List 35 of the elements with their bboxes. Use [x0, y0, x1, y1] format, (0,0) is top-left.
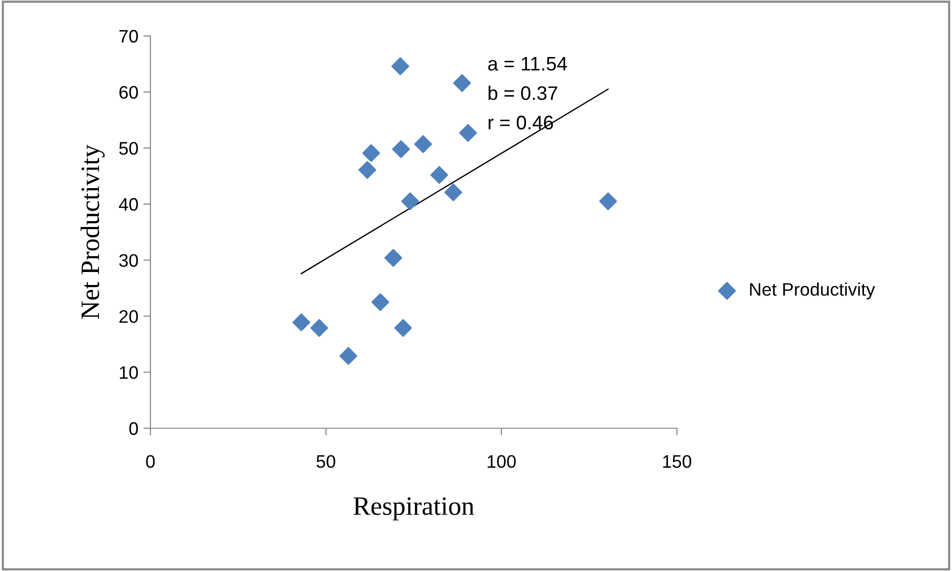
legend-label: Net Productivity — [750, 282, 876, 300]
y-tick-label: 30 — [119, 254, 138, 267]
point — [453, 74, 471, 92]
annotation: a = 11.54 — [488, 57, 567, 71]
point — [292, 313, 310, 332]
annotation: r = 0.46 — [488, 116, 553, 130]
x-tick-label: 50 — [316, 455, 336, 468]
point — [339, 347, 358, 365]
point — [444, 183, 462, 202]
point — [459, 124, 477, 142]
point — [391, 57, 410, 76]
y-tick-label: 70 — [119, 30, 138, 43]
point — [371, 293, 390, 312]
y-tick-label: 60 — [119, 86, 138, 99]
y-tick-label: 40 — [118, 198, 138, 211]
point — [392, 140, 410, 158]
y-tick-label: 20 — [119, 310, 138, 323]
y-tick-label: 50 — [119, 142, 138, 155]
y-tick-label: 0 — [129, 422, 138, 435]
point — [599, 192, 617, 210]
point — [414, 135, 432, 154]
point — [401, 192, 420, 210]
x-tick-label: 0 — [146, 455, 155, 468]
point — [394, 319, 412, 337]
annotation: b = 0.37 — [488, 86, 558, 100]
point — [358, 160, 376, 179]
x-axis-title: Respiration — [354, 497, 474, 520]
point — [310, 319, 328, 337]
point — [384, 248, 402, 267]
point — [430, 166, 448, 184]
point — [362, 144, 380, 162]
x-tick-label: 150 — [663, 455, 692, 468]
y-axis-title: Net Productivity — [80, 144, 105, 319]
y-tick-label: 10 — [120, 366, 138, 379]
x-tick-label: 100 — [488, 455, 516, 468]
